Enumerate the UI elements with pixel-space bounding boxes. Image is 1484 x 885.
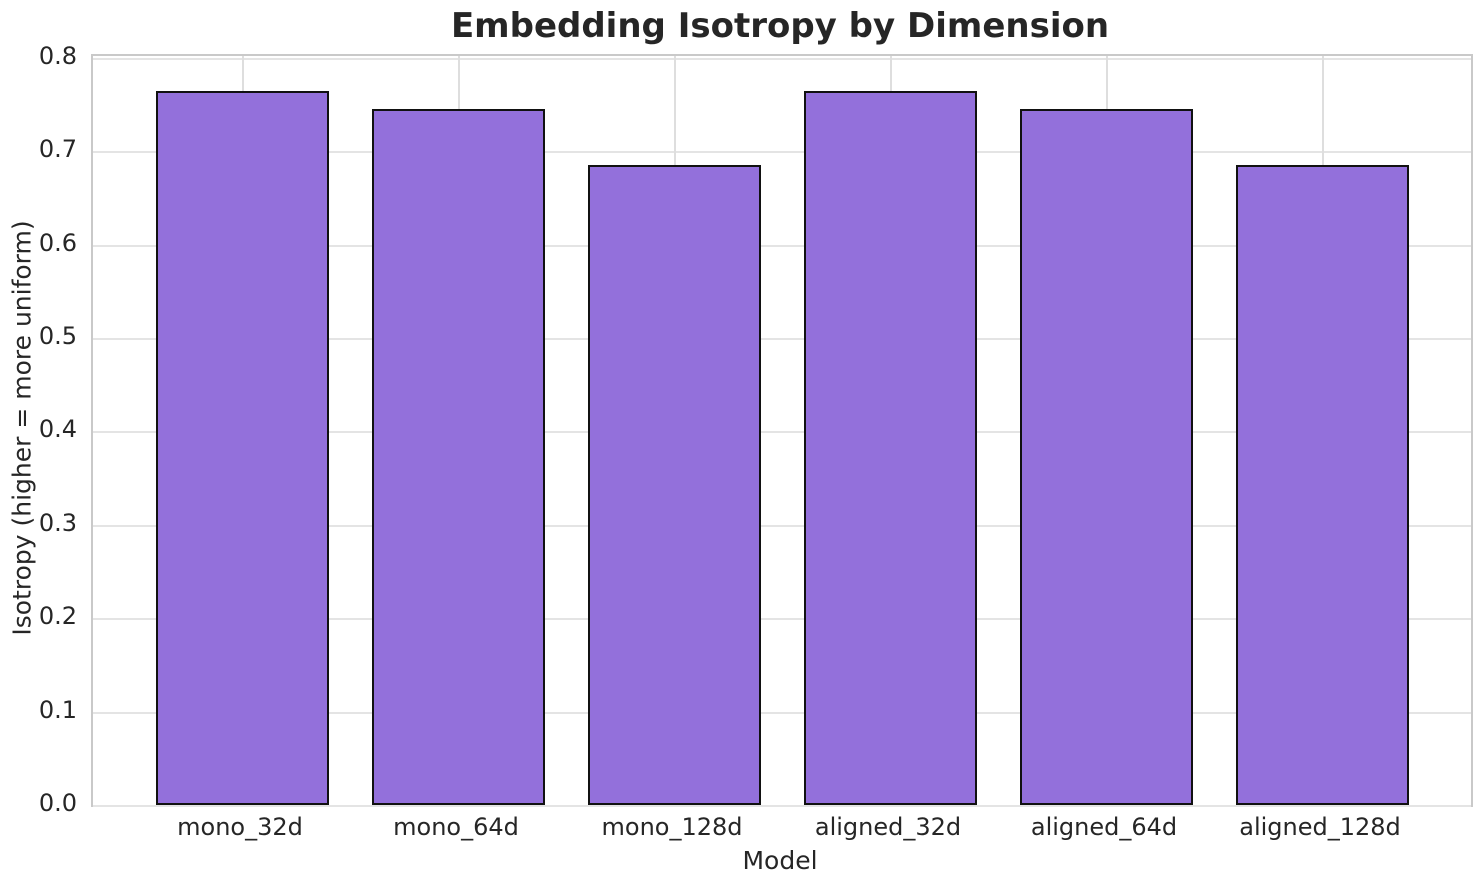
h-gridline (93, 805, 1471, 807)
bar-mono_128d (587, 165, 761, 805)
y-tick-label: 0.1 (38, 695, 77, 724)
y-tick-label: 0.0 (38, 789, 77, 817)
y-tick-label: 0.2 (38, 602, 77, 631)
y-tick-label: 0.6 (38, 228, 77, 257)
x-tick-label: mono_32d (177, 813, 303, 841)
h-gridline (93, 57, 1471, 60)
x-tick-label: aligned_32d (814, 813, 962, 841)
h-gridline (93, 151, 1471, 154)
bar-mono_64d (371, 109, 545, 805)
x-tick-label: aligned_64d (1030, 813, 1178, 841)
x-tick-label: mono_64d (393, 813, 519, 841)
y-tick-label: 0.4 (38, 415, 77, 444)
h-gridline (93, 524, 1471, 527)
y-tick-label: 0.7 (38, 135, 77, 164)
bar-mono_32d (155, 90, 329, 805)
h-gridline (93, 431, 1471, 434)
y-tick-label: 0.5 (38, 322, 77, 350)
plot-area (91, 54, 1473, 807)
y-tick-label: 0.8 (38, 41, 77, 70)
bar-aligned_64d (1019, 109, 1193, 805)
x-tick-label: mono_128d (601, 813, 743, 841)
bar-aligned_32d (803, 90, 977, 805)
h-gridline (93, 618, 1471, 621)
x-tick-label: aligned_128d (1239, 813, 1401, 841)
h-gridline (93, 711, 1471, 714)
y-tick-label: 0.3 (38, 508, 77, 537)
chart-title: Embedding Isotropy by Dimension (450, 6, 1110, 46)
h-gridline (93, 244, 1471, 247)
h-gridline (93, 338, 1471, 340)
x-axis-label: Model (742, 846, 818, 875)
bar-aligned_128d (1235, 165, 1409, 805)
